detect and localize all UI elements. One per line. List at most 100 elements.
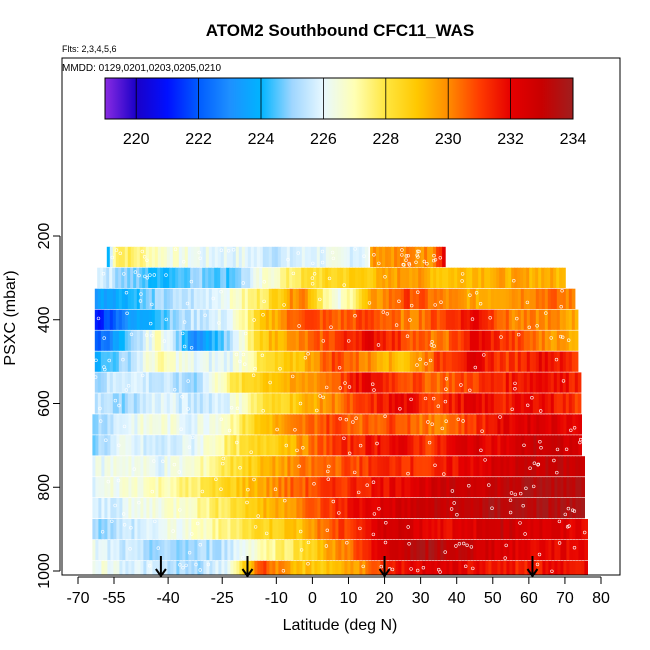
heat-cell [368, 560, 372, 575]
heat-cell [317, 456, 321, 477]
heat-cell [221, 539, 225, 561]
heat-cell [407, 519, 411, 540]
heat-cell [428, 498, 432, 519]
heat-cell [152, 560, 156, 575]
heat-cell [295, 309, 300, 330]
heat-cell [331, 330, 336, 351]
heat-cell [299, 539, 303, 561]
heat-cell [373, 393, 378, 414]
heat-cell [311, 435, 315, 456]
sample-point [537, 552, 542, 557]
heat-cell [413, 477, 417, 498]
heat-cell [125, 539, 129, 561]
heat-cell [278, 519, 282, 540]
heat-cell [254, 519, 258, 540]
sample-point [406, 525, 410, 529]
heat-cell [497, 477, 501, 498]
heat-cell [337, 288, 342, 309]
heat-cell [211, 330, 216, 351]
heat-cell [310, 393, 315, 414]
heat-cell [488, 477, 492, 498]
heat-cell [539, 456, 543, 477]
heat-cell [526, 351, 531, 372]
heat-cell [139, 330, 144, 351]
heat-cell [466, 267, 470, 288]
heat-cell [269, 560, 273, 575]
heat-cell [157, 267, 161, 288]
heat-cell [487, 372, 492, 393]
heat-cell [194, 435, 198, 456]
heat-cell [526, 267, 530, 288]
heat-cell [499, 351, 504, 372]
heat-cell [194, 414, 198, 435]
heat-cell [149, 435, 153, 456]
heat-cell [299, 498, 303, 519]
sample-point [535, 562, 540, 567]
heat-cell [121, 267, 125, 288]
heat-cell [124, 288, 129, 309]
heat-cell [140, 560, 144, 575]
heat-cell [286, 246, 291, 268]
heat-cell [533, 539, 537, 561]
heat-cell [140, 414, 144, 435]
heat-cell [370, 330, 375, 351]
sample-point [480, 429, 484, 433]
heat-cell [331, 351, 336, 372]
heat-cell [209, 519, 213, 540]
heat-cell [130, 351, 135, 372]
heat-cell [208, 309, 213, 330]
layer-strip [92, 498, 585, 519]
colorbar-tick-label: 234 [560, 131, 587, 148]
heat-cell [314, 498, 318, 519]
heat-cell [263, 477, 267, 498]
heat-cell [518, 477, 522, 498]
heat-cell [193, 351, 198, 372]
heat-cell [181, 351, 186, 372]
heat-cell [445, 288, 450, 309]
heat-cell [112, 393, 117, 414]
heat-cell [454, 309, 459, 330]
heat-cell [245, 456, 249, 477]
heat-cell [485, 498, 489, 519]
heat-cell [242, 539, 246, 561]
x-tick-label: 0 [308, 590, 317, 607]
sample-point [310, 276, 315, 280]
heat-cell [472, 330, 477, 351]
heat-cell [458, 498, 462, 519]
heat-cell [286, 309, 291, 330]
heat-cell [488, 414, 492, 435]
heat-cell [394, 267, 398, 288]
heat-cell [382, 351, 387, 372]
sample-point [560, 289, 564, 293]
heat-cell [332, 435, 336, 456]
heat-cell [158, 414, 162, 435]
heat-cell [394, 351, 399, 372]
heat-cell [151, 246, 156, 268]
sample-point [221, 456, 226, 461]
heat-cell [476, 560, 480, 575]
heat-cell [449, 477, 453, 498]
heat-cell [305, 498, 309, 519]
heat-cell [385, 267, 389, 288]
heat-cell [196, 372, 201, 393]
heat-cell [560, 477, 564, 498]
heat-cell [412, 288, 417, 309]
heat-cell [436, 372, 441, 393]
sample-point [499, 335, 503, 339]
x-tick-label: 50 [484, 590, 502, 607]
sample-point [179, 427, 183, 431]
sample-point [181, 565, 185, 570]
heat-cell [331, 372, 336, 393]
sample-point [488, 316, 492, 320]
heat-cell [553, 288, 558, 309]
heat-cell [211, 309, 216, 330]
heat-cell [281, 519, 285, 540]
heat-cell [322, 393, 327, 414]
heat-cell [347, 519, 351, 540]
heat-cell [427, 288, 432, 309]
heat-cell [319, 393, 324, 414]
heat-cell [566, 456, 570, 477]
heat-cell [469, 330, 474, 351]
sample-point [141, 373, 145, 378]
heat-cell [317, 560, 321, 575]
